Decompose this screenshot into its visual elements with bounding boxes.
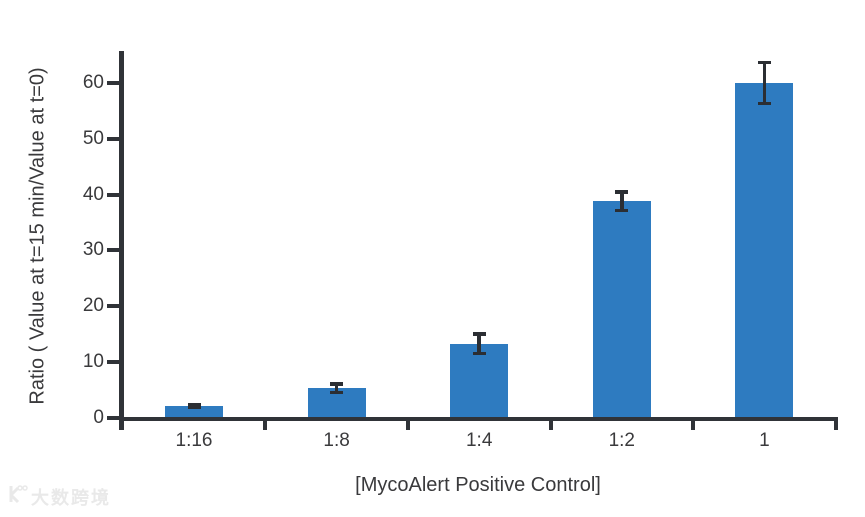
bar: [735, 82, 794, 417]
x-tick-label: 1:16: [175, 430, 213, 451]
x-tick-label: 1:2: [608, 430, 635, 451]
y-axis-title: Ratio ( Value at t=15 min/Value at t=0): [26, 67, 49, 405]
x-tick-label: 1: [759, 430, 770, 451]
watermark: 大数跨境: [6, 483, 111, 510]
bar: [450, 343, 509, 417]
y-tick-label: 40: [82, 183, 104, 205]
y-tick-mark: [107, 80, 120, 85]
watermark-text: 大数跨境: [31, 487, 111, 508]
bar: [165, 405, 223, 417]
y-tick-mark: [107, 136, 120, 141]
error-bar-cap-top: [187, 402, 201, 407]
x-tick-mark: [548, 421, 553, 430]
y-tick-label: 50: [82, 127, 104, 149]
y-tick-label: 20: [82, 295, 104, 317]
error-bar-cap-bottom: [615, 208, 629, 213]
y-tick-label: 10: [82, 351, 104, 373]
error-bar-cap-top: [472, 332, 486, 336]
x-tick-label: 1:4: [465, 430, 493, 451]
y-axis-line: [119, 51, 124, 430]
y-tick-mark: [107, 416, 120, 420]
y-tick-mark: [107, 304, 120, 309]
error-bar-line: [477, 333, 481, 354]
x-tick-label: 1:8: [323, 430, 350, 451]
y-tick-label: 0: [93, 407, 104, 428]
error-bar-cap-bottom: [330, 390, 344, 395]
camera-logo-icon: [6, 483, 28, 510]
error-bar-line: [334, 383, 339, 393]
x-axis-end-tick: [834, 421, 838, 430]
bar: [592, 201, 651, 417]
error-bar-cap-bottom: [187, 405, 201, 409]
x-tick-mark: [406, 421, 410, 430]
y-tick-mark: [107, 248, 120, 253]
y-tick-label: 30: [82, 239, 104, 261]
x-tick-mark: [691, 421, 696, 430]
y-tick-mark: [107, 192, 120, 197]
x-tick-mark: [263, 421, 268, 430]
y-tick-mark: [107, 360, 120, 365]
y-tick-label: 60: [82, 71, 104, 93]
error-bar-line: [762, 62, 767, 104]
error-bar-line: [620, 191, 624, 211]
x-axis-title: [MycoAlert Positive Control]: [355, 474, 601, 496]
error-bar-cap-bottom: [757, 101, 771, 106]
x-axis-line: [119, 416, 838, 421]
error-bar-cap-top: [757, 60, 771, 65]
error-bar-cap-bottom: [472, 351, 486, 356]
error-bar-cap-top: [330, 382, 344, 386]
error-bar-cap-top: [615, 190, 629, 194]
